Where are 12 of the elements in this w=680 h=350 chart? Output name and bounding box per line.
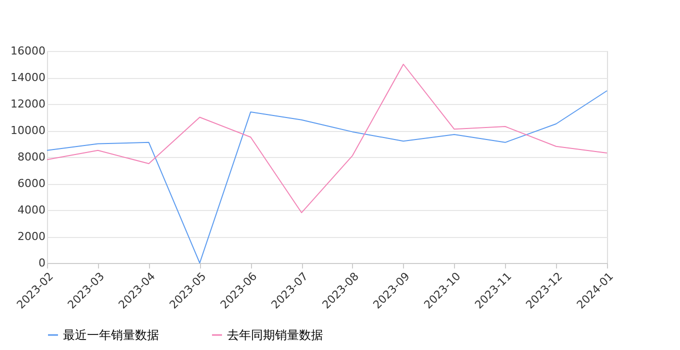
y-tick-label: 8000 (18, 150, 46, 164)
y-tick-label: 12000 (10, 98, 46, 110)
y-tick-label: 4000 (18, 204, 46, 216)
legend-label: 去年同期销量数据 (227, 328, 323, 342)
y-tick-label: 0 (38, 256, 46, 270)
y-tick-label: 6000 (18, 177, 46, 190)
legend-label: 最近一年销量数据 (63, 328, 159, 342)
y-tick-label: 16000 (10, 44, 46, 58)
y-tick-label: 14000 (10, 71, 46, 84)
y-tick-label: 10000 (10, 124, 46, 137)
line-series (46, 64, 608, 214)
y-tick-label: 2000 (18, 230, 46, 243)
